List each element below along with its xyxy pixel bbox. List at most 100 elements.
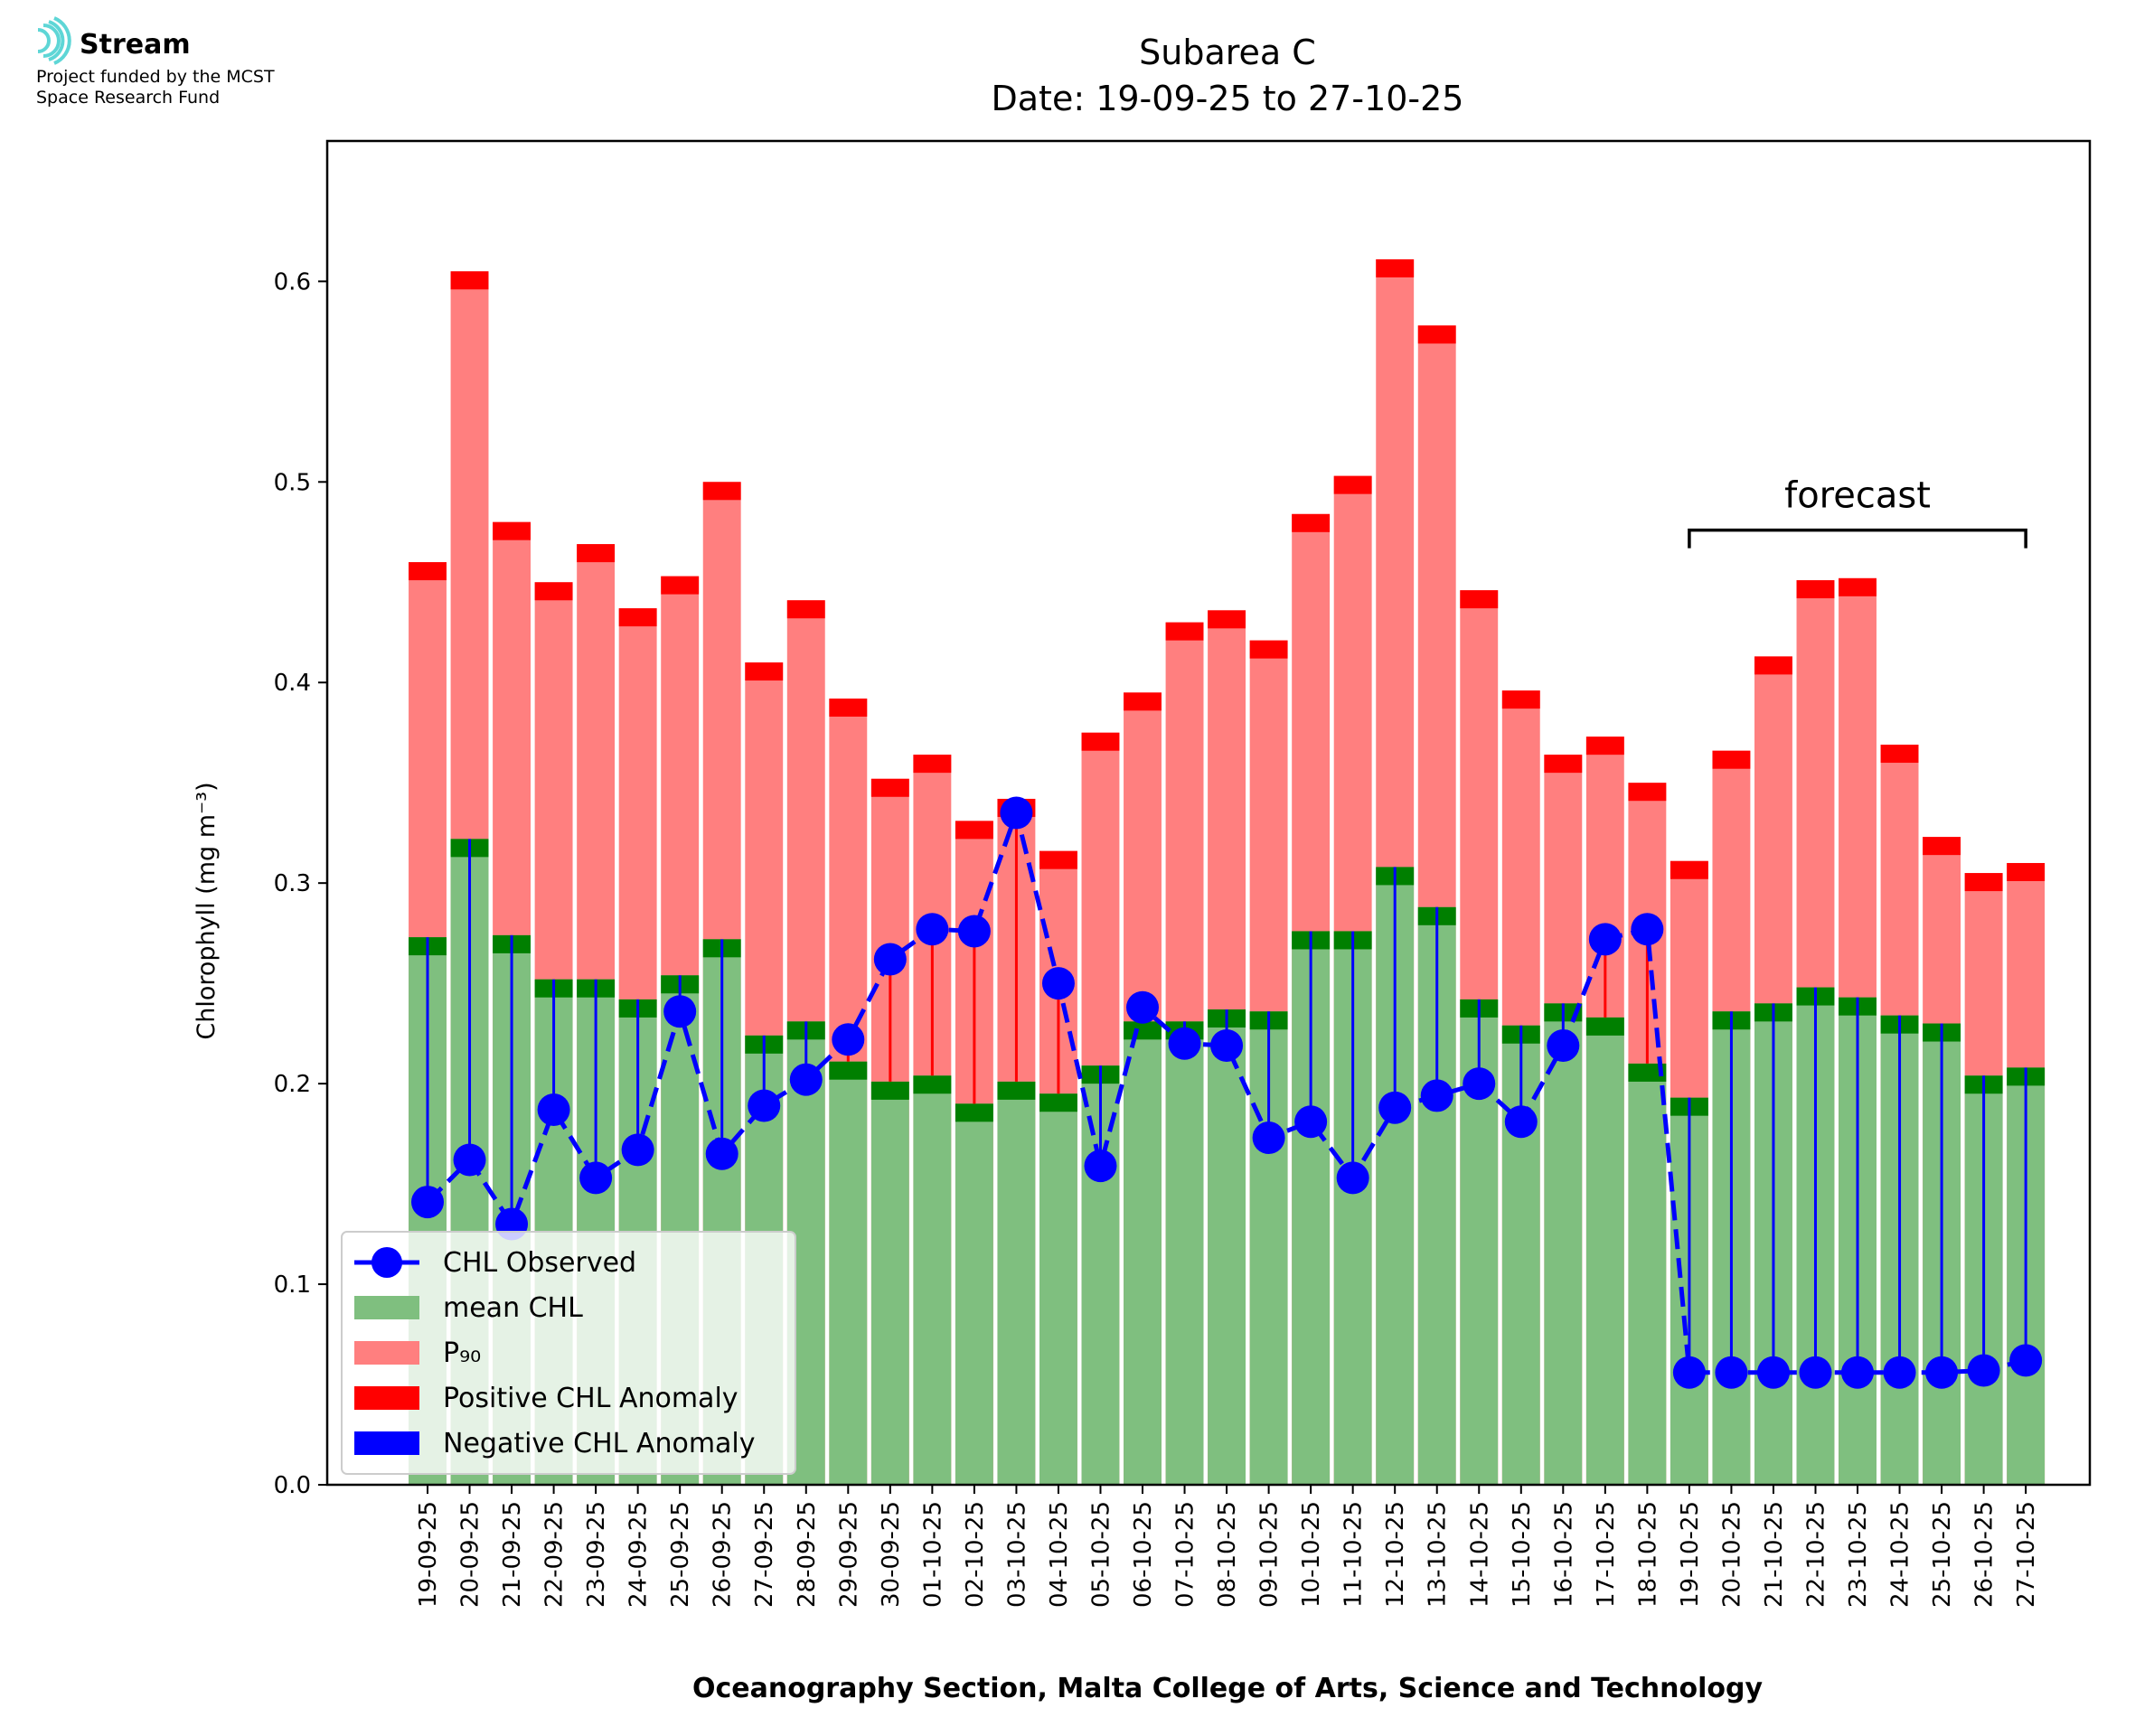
x-tick-label: 05-10-25 [1087,1501,1115,1608]
observed-point [1000,796,1033,830]
legend-label: mean CHL [443,1292,583,1324]
p90-cap [534,582,573,601]
p90-cap [1124,692,1162,711]
p90-cap [1208,610,1246,629]
p90-cap [1628,783,1667,802]
mean-bar [1124,1021,1162,1485]
p90-cap [745,662,784,681]
observed-point [1547,1028,1580,1062]
observed-point [537,1093,570,1126]
observed-point [1504,1105,1538,1139]
logo-name: Stream [80,29,191,61]
x-tick-label: 21-10-25 [1761,1501,1788,1608]
x-tick-label: 09-10-25 [1256,1501,1284,1608]
p90-cap [955,821,993,840]
plot-area: forecast [409,258,2046,1486]
mean-cap [1124,1021,1162,1040]
observed-point [705,1137,738,1170]
x-tick-label: 20-09-25 [457,1501,484,1608]
x-tick-label: 23-10-25 [1845,1501,1872,1608]
observed-point [453,1143,486,1177]
p90-cap [1585,737,1624,755]
legend-box [341,1231,796,1475]
p90-cap [1839,577,1877,596]
y-tick-label: 0.4 [274,670,311,697]
observed-point [1883,1356,1916,1389]
observed-point [1041,967,1075,1000]
observed-point [1756,1356,1790,1389]
p90-cap [829,698,868,717]
x-tick-label: 19-09-25 [415,1501,442,1608]
x-tick-label: 24-09-25 [626,1501,653,1608]
x-tick-label: 07-10-25 [1172,1501,1199,1608]
p90-cap [702,482,741,501]
plot-frame [325,139,2092,1487]
x-tick-label: 26-09-25 [710,1501,737,1608]
observed-point [1126,990,1160,1024]
legend-patch [354,1341,419,1365]
p90-cap [1039,850,1077,869]
y-axis-label: Chlorophyll (mg m⁻³) [193,782,221,1039]
observed-point [1336,1161,1369,1195]
p90-cap [1923,837,1961,856]
mean-bar [1165,1021,1204,1485]
observed-point [873,943,907,976]
legend-label: Positive CHL Anomaly [443,1383,738,1414]
observed-point [1631,913,1664,946]
observed-point [748,1089,781,1122]
mean-cap [870,1081,909,1100]
p90-cap [913,755,952,774]
observed-point [1925,1356,1959,1389]
p90-cap [870,778,909,797]
observed-point [1967,1354,2000,1387]
x-tick-label: 26-10-25 [1971,1501,1999,1608]
observed-point [916,913,949,946]
x-tick-label: 25-09-25 [667,1501,694,1608]
observed-point [1210,1028,1244,1062]
x-tick-label: 20-10-25 [1718,1501,1745,1608]
x-tick-label: 27-09-25 [751,1501,778,1608]
p90-cap [661,576,700,595]
y-tick-label: 0.3 [274,870,311,897]
mean-bar [870,1081,909,1485]
y-tick-label: 0.6 [274,268,311,296]
observed-point [1084,1150,1117,1183]
p90-cap [1417,325,1456,344]
p90-cap [2007,862,2046,881]
p90-cap [1501,690,1540,709]
x-tick-label: 03-10-25 [1003,1501,1030,1608]
mean-cap [955,1103,993,1122]
p90-cap [1249,640,1288,659]
x-tick-label: 12-10-25 [1382,1501,1409,1608]
observed-point [663,995,697,1028]
x-axis-label: Oceanography Section, Malta College of A… [692,1673,1764,1704]
p90-cap [1964,873,2003,892]
mean-bar [1628,1063,1667,1485]
forecast-label: forecast [1784,475,1931,517]
stream-waves-icon [37,16,71,65]
x-tick-label: 14-10-25 [1466,1501,1493,1608]
mean-cap [829,1061,868,1080]
observed-point [957,915,991,948]
mean-cap [913,1075,952,1094]
p90-cap [1880,745,1919,764]
mean-bar [955,1103,993,1485]
p90-cap [1292,513,1331,532]
observed-point [1378,1091,1412,1124]
observed-point [1841,1356,1875,1389]
mean-bar [997,1081,1036,1485]
x-tick-label: 23-09-25 [583,1501,610,1608]
legend-patch [354,1431,419,1455]
legend-patch [354,1386,419,1410]
legend-label: P₉₀ [443,1337,481,1369]
observed-point [2009,1344,2043,1377]
mean-bar [1544,1003,1583,1485]
y-tick-label: 0.1 [274,1272,311,1299]
legend-label: Negative CHL Anomaly [443,1428,756,1459]
observed-point [1420,1079,1453,1112]
x-tick-label: 29-09-25 [835,1501,862,1608]
observed-point [1799,1356,1832,1389]
x-tick-label: 16-10-25 [1550,1501,1577,1608]
x-tick-label: 17-10-25 [1593,1501,1620,1608]
